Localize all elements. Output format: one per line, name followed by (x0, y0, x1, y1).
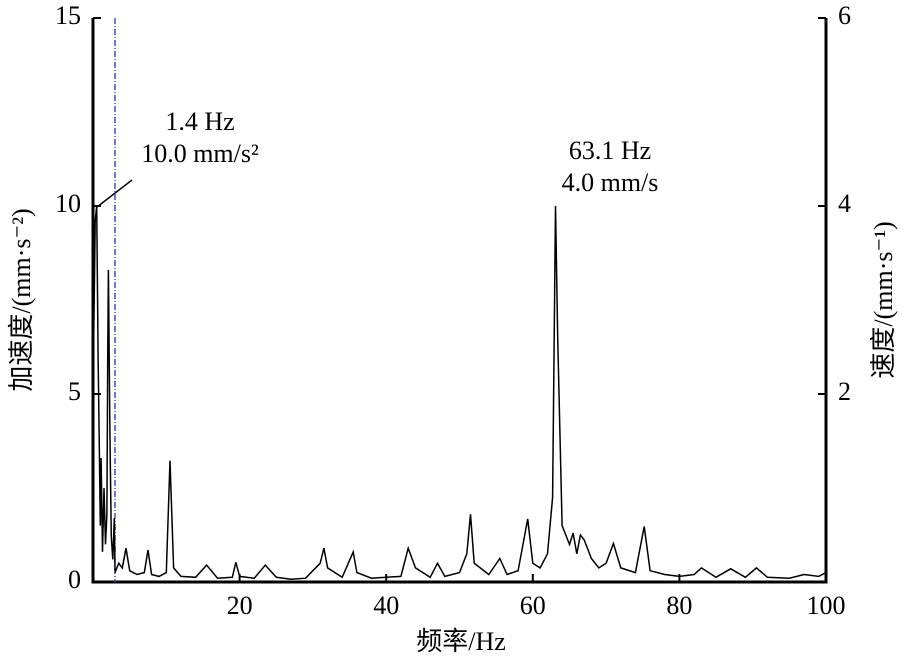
annotation: 4.0 mm/s (562, 168, 659, 197)
y-tick-label: 15 (55, 1, 81, 30)
annotation: 1.4 Hz (165, 107, 234, 136)
y2-tick-label: 2 (838, 377, 851, 406)
series-line (92, 205, 116, 571)
leader-line (96, 179, 133, 208)
x-tick-label: 40 (373, 591, 399, 620)
annotation: 10.0 mm/s² (141, 139, 259, 168)
y2-tick-label: 4 (838, 189, 851, 218)
x-tick-label: 20 (227, 591, 253, 620)
x-tick-label: 80 (666, 591, 692, 620)
y-tick-label: 5 (68, 377, 81, 406)
y2-axis-label: 速度/(mm·s⁻¹) (869, 221, 898, 378)
x-tick-label: 100 (807, 591, 846, 620)
y-tick-label: 0 (68, 565, 81, 594)
y-tick-label: 10 (55, 189, 81, 218)
series-line (114, 205, 827, 580)
annotation: 63.1 Hz (569, 136, 651, 165)
y2-tick-label: 6 (838, 1, 851, 30)
y-axis-label: 加速度/(mm·s⁻²) (7, 208, 36, 391)
x-tick-label: 60 (520, 591, 546, 620)
axis-frame (91, 18, 828, 584)
x-axis-label: 频率/Hz (416, 627, 506, 656)
